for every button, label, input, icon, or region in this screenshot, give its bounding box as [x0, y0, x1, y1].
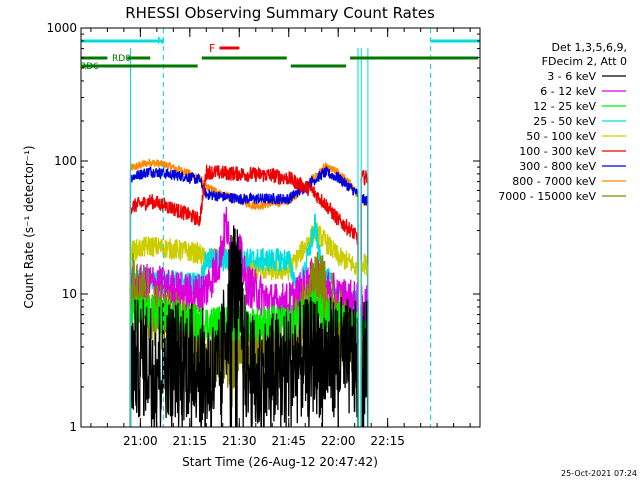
x-tick-label: 21:45 [271, 434, 306, 448]
series-line-300to800keV-0 [129, 165, 359, 206]
flag-layer [81, 39, 480, 68]
legend: Det 1,3,5,6,9, FDecim 2, Att 0 3 - 6 keV… [498, 41, 627, 203]
rd6-flag-label: RD6 [80, 62, 99, 72]
night-flag-label: N [157, 36, 164, 47]
x-tick-label: 22:15 [370, 434, 405, 448]
series-line-3to6keV-0 [129, 225, 359, 427]
legend-entry-label: 300 - 800 keV [519, 160, 596, 173]
legend-entry-label: 12 - 25 keV [533, 100, 596, 113]
plot-frame [80, 27, 481, 428]
rd0-flag-label: RD0 [112, 54, 131, 64]
series-layer [129, 158, 369, 427]
legend-entry-label: 25 - 50 keV [533, 115, 596, 128]
legend-entry-label: 100 - 300 keV [519, 145, 596, 158]
data-gap-layer [129, 28, 432, 427]
x-axis-label: Start Time (26-Aug-12 20:47:42) [182, 455, 378, 469]
legend-entry-label: 7000 - 15000 keV [498, 190, 596, 203]
y-tick-label: 100 [54, 154, 77, 168]
y-tick-label: 1000 [46, 21, 77, 35]
legend-entry-label: 50 - 100 keV [526, 130, 596, 143]
footer-timestamp: 25-Oct-2021 07:24 [561, 469, 637, 478]
legend-entry-label: 6 - 12 keV [540, 85, 596, 98]
series-line-3to6keV-1 [360, 300, 369, 427]
x-tick-label: 22:00 [321, 434, 356, 448]
y-tick-label: 1 [69, 420, 77, 434]
chart-title: RHESSI Observing Summary Count Rates [125, 4, 435, 22]
x-tick-label: 21:30 [222, 434, 257, 448]
series-line-7000to15000keV-0 [129, 251, 359, 408]
legend-entry-label: 3 - 6 keV [547, 70, 596, 83]
y-axis-label: Count Rate (s⁻¹ detector⁻¹) [22, 145, 36, 308]
axes-layer: 1 10 100 1000 21:00 21:15 21:30 21:45 22:00 22:15 [46, 21, 480, 448]
series-line-300to800keV-1 [360, 194, 369, 206]
legend-header-line-2: FDecim 2, Att 0 [542, 55, 627, 68]
series-line-100to300keV-0 [129, 164, 359, 245]
x-tick-label: 21:15 [173, 434, 208, 448]
flare-flag-label: F [209, 42, 215, 55]
y-tick-label: 10 [62, 287, 77, 301]
series-line-50to100keV-1 [360, 253, 369, 277]
legend-entry-label: 800 - 7000 keV [512, 175, 596, 188]
series-line-100to300keV-1 [360, 170, 369, 186]
legend-header-line-1: Det 1,3,5,6,9, [551, 41, 627, 54]
x-tick-label: 21:00 [123, 434, 158, 448]
